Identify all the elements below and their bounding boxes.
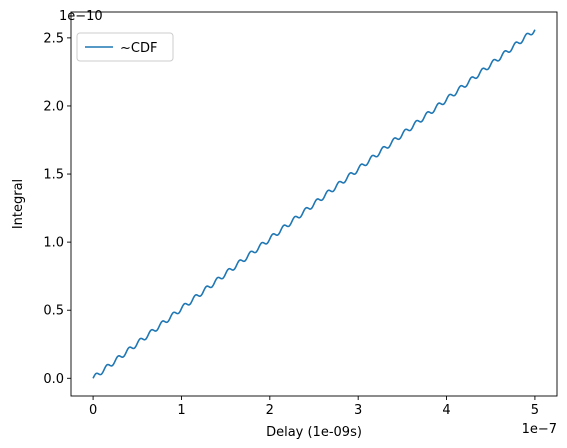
y-axis-ticks: 0.0 0.5 1.0 1.5 2.0 2.5 — [43, 31, 71, 387]
legend-label: ~CDF — [120, 41, 157, 56]
y-tick-label: 2.5 — [43, 31, 64, 46]
legend-box — [76, 32, 174, 62]
x-tick-label: 4 — [442, 403, 450, 418]
y-tick-label: 1.0 — [43, 236, 64, 251]
y-tick-label: 2.0 — [43, 99, 64, 114]
y-axis-offset-label: 1e−10 — [59, 9, 103, 24]
x-tick-label: 3 — [354, 403, 362, 418]
x-axis-label: Delay (1e-09s) — [266, 425, 362, 440]
legend: ~CDF — [76, 32, 174, 62]
axes-frame — [70, 11, 558, 397]
y-tick-label: 0.5 — [43, 304, 64, 319]
x-tick-label: 2 — [266, 403, 274, 418]
y-tick-label: 0.0 — [43, 372, 64, 387]
x-tick-label: 0 — [89, 403, 97, 418]
x-axis-ticks: 0 1 2 3 4 5 — [89, 396, 539, 418]
series-line-0 — [92, 29, 536, 379]
x-tick-label: 5 — [531, 403, 539, 418]
y-tick-label: 1.5 — [43, 168, 64, 183]
y-axis-label: Integral — [11, 179, 26, 229]
x-tick-label: 1 — [177, 403, 185, 418]
x-axis-offset-label: 1e−7 — [522, 422, 557, 437]
plot-area — [70, 11, 558, 397]
